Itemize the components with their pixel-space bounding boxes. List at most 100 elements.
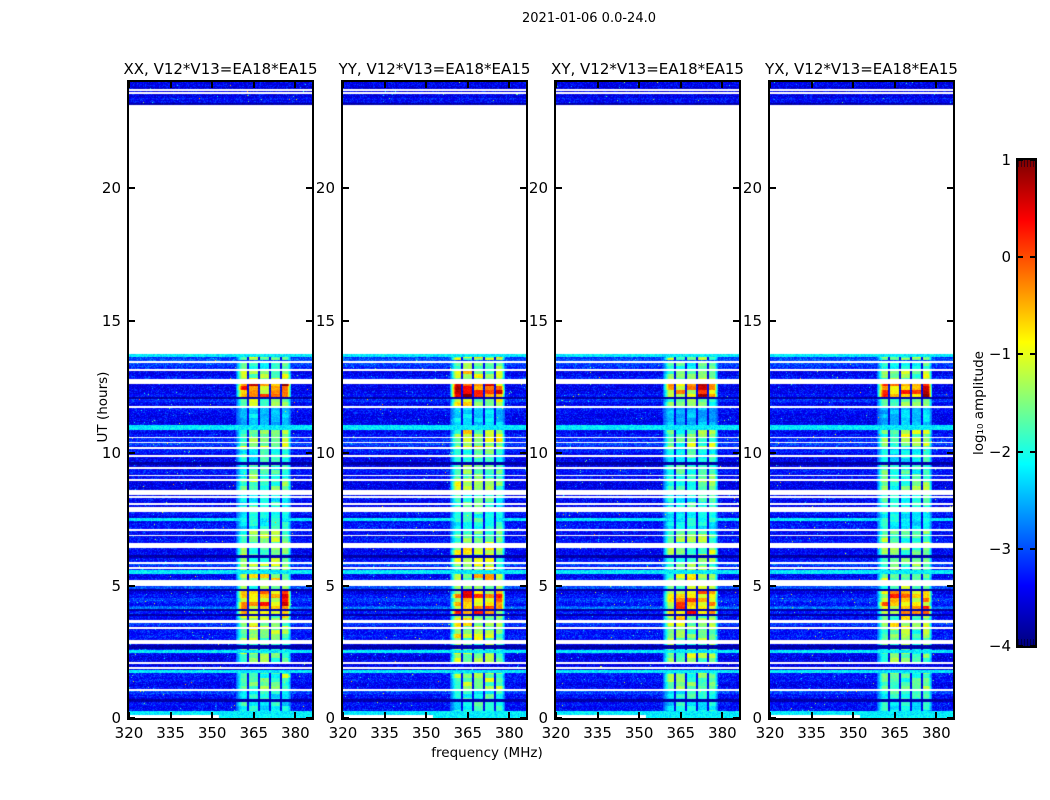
y-tick-label: 0 bbox=[538, 709, 548, 727]
y-tick-label: 5 bbox=[538, 576, 548, 595]
x-tick-label: 320 bbox=[755, 724, 785, 742]
x-tick-mark bbox=[894, 712, 896, 718]
y-tick-mark bbox=[770, 187, 776, 189]
y-tick-label: 15 bbox=[742, 311, 762, 330]
y-tick-mark bbox=[343, 452, 349, 454]
y-tick-label: 5 bbox=[325, 576, 335, 595]
y-tick-mark bbox=[129, 717, 135, 719]
y-tick-mark bbox=[947, 452, 953, 454]
y-tick-label: 10 bbox=[742, 444, 762, 462]
y-tick-label: 15 bbox=[528, 311, 548, 330]
y-tick-label: 5 bbox=[111, 576, 121, 595]
y-tick-mark bbox=[556, 717, 562, 719]
y-tick-mark bbox=[770, 717, 776, 719]
y-tick-label: 0 bbox=[325, 709, 335, 727]
spectrogram-canvas-yy bbox=[343, 82, 526, 718]
plot-area-yx bbox=[768, 80, 955, 720]
y-tick-mark bbox=[947, 187, 953, 189]
panel-title-xx: XX, V12*V13=EA18*EA15 bbox=[123, 60, 318, 78]
plot-area-xx bbox=[127, 80, 314, 720]
y-tick-label: 0 bbox=[111, 709, 121, 727]
x-tick-mark bbox=[467, 82, 469, 88]
colorbar-tick-mark bbox=[1030, 256, 1035, 259]
y-tick-label: 15 bbox=[315, 311, 335, 330]
x-tick-label: 365 bbox=[453, 724, 483, 742]
y-tick-label: 20 bbox=[528, 179, 548, 197]
x-tick-mark bbox=[769, 712, 771, 718]
colorbar-tick-mark bbox=[1018, 256, 1023, 259]
spectrogram-canvas-xx bbox=[129, 82, 312, 718]
plot-area-yy bbox=[341, 80, 528, 720]
y-tick-mark bbox=[733, 187, 739, 189]
x-tick-mark bbox=[211, 712, 213, 718]
y-tick-mark bbox=[520, 187, 526, 189]
y-axis-label: UT (hours) bbox=[95, 371, 111, 443]
colorbar-label: log₁₀ amplitude bbox=[971, 351, 987, 455]
x-tick-label: 320 bbox=[541, 724, 571, 742]
x-tick-mark bbox=[253, 712, 255, 718]
x-tick-mark bbox=[597, 712, 599, 718]
panel-title-yx: YX, V12*V13=EA18*EA15 bbox=[765, 60, 958, 78]
x-tick-label: 350 bbox=[411, 724, 441, 742]
y-tick-mark bbox=[343, 187, 349, 189]
x-tick-mark bbox=[425, 82, 427, 88]
y-tick-mark bbox=[520, 717, 526, 719]
y-tick-mark bbox=[129, 320, 135, 322]
y-tick-label: 10 bbox=[528, 444, 548, 462]
y-tick-mark bbox=[343, 717, 349, 719]
y-tick-mark bbox=[306, 187, 312, 189]
y-tick-mark bbox=[306, 320, 312, 322]
colorbar-tick-mark bbox=[1018, 450, 1023, 453]
x-tick-mark bbox=[721, 712, 723, 718]
x-tick-mark bbox=[128, 712, 130, 718]
x-tick-mark bbox=[680, 712, 682, 718]
colorbar-gradient bbox=[1018, 160, 1035, 646]
x-tick-mark bbox=[128, 82, 130, 88]
x-tick-mark bbox=[467, 712, 469, 718]
y-tick-mark bbox=[343, 320, 349, 322]
x-tick-mark bbox=[638, 82, 640, 88]
x-tick-mark bbox=[769, 82, 771, 88]
colorbar-tick-label: 0 bbox=[1001, 248, 1011, 267]
x-tick-label: 350 bbox=[197, 724, 227, 742]
y-tick-mark bbox=[129, 452, 135, 454]
y-tick-mark bbox=[343, 585, 349, 587]
y-tick-mark bbox=[129, 187, 135, 189]
colorbar-tick-mark bbox=[1030, 450, 1035, 453]
x-tick-mark bbox=[294, 82, 296, 88]
x-tick-mark bbox=[555, 82, 557, 88]
y-tick-mark bbox=[306, 717, 312, 719]
x-tick-mark bbox=[638, 712, 640, 718]
x-tick-mark bbox=[384, 82, 386, 88]
x-tick-mark bbox=[852, 82, 854, 88]
figure-title: 2021-01-06 0.0-24.0 bbox=[522, 11, 656, 26]
colorbar-bottom-hatch bbox=[1018, 639, 1035, 646]
y-tick-mark bbox=[947, 717, 953, 719]
colorbar-top-hatch bbox=[1018, 160, 1035, 167]
panel-xy: XY, V12*V13=EA18*EA15 320 335 350 365 380 0 5 10… bbox=[529, 58, 744, 742]
x-tick-label: 380 bbox=[495, 724, 524, 742]
x-tick-label: 350 bbox=[624, 724, 654, 742]
panel-xx: XX, V12*V13=EA18*EA15 320 335 350 365 380 0 5 10… bbox=[102, 58, 318, 742]
y-tick-mark bbox=[556, 187, 562, 189]
y-tick-mark bbox=[520, 320, 526, 322]
plot-area-xy bbox=[554, 80, 741, 720]
x-tick-label: 380 bbox=[922, 724, 951, 742]
colorbar-tick-mark bbox=[1018, 159, 1023, 161]
colorbar-tick-label: −1 bbox=[988, 345, 1011, 364]
y-tick-label: 20 bbox=[101, 179, 121, 197]
x-tick-mark bbox=[170, 712, 172, 718]
y-tick-mark bbox=[556, 320, 562, 322]
y-tick-label: 5 bbox=[752, 576, 762, 595]
x-tick-mark bbox=[811, 82, 813, 88]
y-tick-mark bbox=[306, 452, 312, 454]
y-tick-label: 10 bbox=[315, 444, 335, 462]
colorbar-tick-mark bbox=[1018, 547, 1023, 550]
colorbar-tick-mark bbox=[1030, 645, 1035, 647]
x-tick-mark bbox=[508, 82, 510, 88]
y-tick-label: 0 bbox=[752, 709, 762, 727]
colorbar-tick-mark bbox=[1030, 159, 1035, 161]
y-tick-mark bbox=[770, 452, 776, 454]
x-tick-mark bbox=[935, 712, 937, 718]
